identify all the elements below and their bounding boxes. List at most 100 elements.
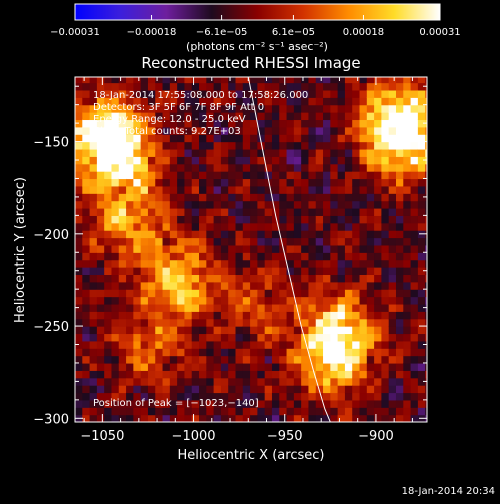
heatmap-cell xyxy=(235,274,244,283)
heatmap-cell xyxy=(118,281,127,290)
heatmap-cell xyxy=(155,318,164,327)
heatmap-cell xyxy=(308,281,317,290)
heatmap-cell xyxy=(359,259,368,268)
heatmap-cell xyxy=(257,200,266,209)
heatmap-cell xyxy=(330,348,339,357)
heatmap-cell xyxy=(323,392,331,401)
heatmap-cell xyxy=(111,171,120,180)
heatmap-cell xyxy=(199,348,207,357)
heatmap-cell xyxy=(89,355,98,364)
heatmap-cell xyxy=(228,311,237,320)
heatmap-cell xyxy=(410,141,419,150)
heatmap-cell xyxy=(286,303,295,312)
heatmap-cell xyxy=(104,207,113,216)
heatmap-cell xyxy=(264,237,273,246)
heatmap-cell xyxy=(155,163,164,172)
heatmap-cell xyxy=(169,289,178,298)
heatmap-cell xyxy=(395,126,404,135)
heatmap-cell xyxy=(330,414,339,422)
heatmap-cell xyxy=(308,171,317,180)
heatmap-cell xyxy=(315,178,324,187)
heatmap-cell xyxy=(403,112,412,121)
heatmap-cell xyxy=(344,193,353,202)
heatmap-cell xyxy=(155,311,164,320)
heatmap-cell xyxy=(220,207,229,216)
heatmap-cell xyxy=(235,148,244,157)
heatmap-cell xyxy=(96,267,105,276)
heatmap-cell xyxy=(286,207,295,216)
heatmap-cell xyxy=(96,126,105,135)
heatmap-cell xyxy=(242,303,251,312)
heatmap-cell xyxy=(301,156,310,165)
heatmap-cell xyxy=(279,267,288,276)
heatmap-cell xyxy=(89,126,98,135)
heatmap-cell xyxy=(286,289,295,298)
heatmap-cell xyxy=(315,171,324,180)
heatmap-cell xyxy=(308,156,317,165)
heatmap-cell xyxy=(184,141,193,150)
heatmap-cell xyxy=(417,119,426,128)
heatmap-cell xyxy=(82,407,91,416)
heatmap-cell xyxy=(228,77,237,84)
heatmap-cell xyxy=(286,193,295,202)
heatmap-cell xyxy=(140,89,149,98)
heatmap-cell xyxy=(337,318,346,327)
heatmap-cell xyxy=(315,141,324,150)
heatmap-cell xyxy=(344,244,353,253)
heatmap-cell xyxy=(330,267,339,276)
heatmap-cell xyxy=(155,126,164,135)
heatmap-cell xyxy=(395,163,404,172)
heatmap-cell xyxy=(410,200,419,209)
heatmap-cell xyxy=(257,370,266,379)
heatmap-cell xyxy=(133,318,142,327)
heatmap-cell xyxy=(381,399,390,408)
heatmap-cell xyxy=(352,230,361,239)
heatmap-cell xyxy=(308,207,317,216)
heatmap-cell xyxy=(410,326,419,335)
heatmap-cell xyxy=(140,281,149,290)
heatmap-cell xyxy=(242,244,251,253)
heatmap-cell xyxy=(264,407,273,416)
heatmap-cell xyxy=(96,156,105,165)
heatmap-cell xyxy=(155,89,164,98)
heatmap-cell xyxy=(366,178,375,187)
heatmap-cell xyxy=(220,274,229,283)
heatmap-cell xyxy=(403,148,412,157)
heatmap-cell xyxy=(89,178,98,187)
heatmap-cell xyxy=(250,185,258,194)
heatmap-cell xyxy=(82,377,91,386)
heatmap-cell xyxy=(140,97,149,106)
heatmap-cell xyxy=(315,333,324,342)
heatmap-cell xyxy=(140,141,149,150)
heatmap-cell xyxy=(140,407,149,416)
heatmap-cell xyxy=(388,348,397,357)
heatmap-cell xyxy=(388,89,397,98)
heatmap-cell xyxy=(162,126,171,135)
heatmap-cell xyxy=(403,267,412,276)
heatmap-cell xyxy=(133,163,142,172)
heatmap-cell xyxy=(271,333,280,342)
heatmap-cell xyxy=(191,348,200,357)
heatmap-cell xyxy=(315,97,324,106)
heatmap-cell xyxy=(279,296,288,305)
heatmap-cell xyxy=(228,392,237,401)
heatmap-cell xyxy=(395,141,404,150)
heatmap-cell xyxy=(126,77,134,84)
heatmap-cell xyxy=(169,185,178,194)
heatmap-cell xyxy=(366,148,375,157)
heatmap-cell xyxy=(374,311,383,320)
heatmap-cell xyxy=(199,340,207,349)
heatmap-cell xyxy=(82,237,91,246)
heatmap-cell xyxy=(169,326,178,335)
heatmap-cell xyxy=(323,89,331,98)
heatmap-cell xyxy=(293,348,302,357)
heatmap-cell xyxy=(111,244,120,253)
heatmap-cell xyxy=(96,252,105,261)
heatmap-cell xyxy=(315,414,324,422)
heatmap-cell xyxy=(344,281,353,290)
heatmap-cell xyxy=(199,377,207,386)
heatmap-cell xyxy=(381,141,390,150)
heatmap-cell xyxy=(177,171,186,180)
heatmap-cell xyxy=(184,112,193,121)
heatmap-cell xyxy=(133,362,142,371)
